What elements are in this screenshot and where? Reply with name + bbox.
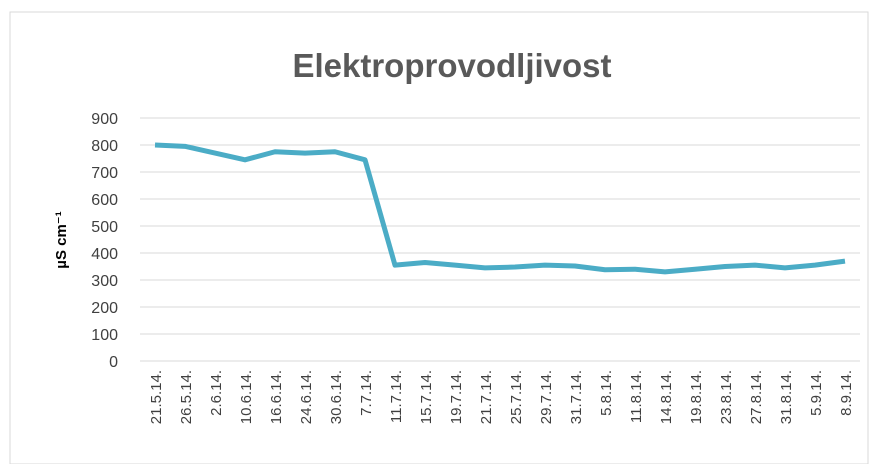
x-tick-label: 11.8.14.: [628, 370, 645, 423]
data-line: [154, 142, 846, 275]
x-tick-label: 5.9.14.: [808, 370, 825, 416]
x-tick-label: 8.9.14.: [838, 370, 855, 416]
x-tick-label: 7.7.14.: [358, 370, 375, 416]
y-tick-label: 200: [91, 300, 118, 317]
x-tick-label: 29.7.14.: [538, 370, 555, 424]
x-tick-label: 31.8.14.: [778, 370, 795, 424]
y-tick-label: 900: [91, 111, 118, 128]
x-tick-label: 21.5.14.: [148, 370, 165, 424]
y-tick-label: 100: [91, 327, 118, 344]
x-tick-label: 26.5.14.: [178, 370, 195, 424]
x-tick-label: 25.7.14.: [508, 370, 525, 424]
x-tick-label: 27.8.14.: [748, 370, 765, 424]
chart-border: [9, 11, 869, 464]
x-tick-label: 24.6.14.: [298, 370, 315, 424]
x-tick-label: 14.8.14.: [658, 370, 675, 424]
x-tick-label: 15.7.14.: [418, 370, 435, 424]
y-tick-label: 300: [91, 273, 118, 290]
y-tick-label: 700: [91, 165, 118, 182]
x-tick-label: 19.7.14.: [448, 370, 465, 424]
chart-title: Elektroprovodljivost: [292, 47, 611, 84]
x-tick-label: 23.8.14.: [718, 370, 735, 424]
y-tick-label: 0: [109, 354, 118, 371]
y-tick-label: 400: [91, 246, 118, 263]
y-tick-label: 600: [91, 192, 118, 209]
x-tick-label: 19.8.14.: [688, 370, 705, 424]
y-axis-label: µS cm⁻¹: [53, 211, 70, 268]
x-tick-label: 10.6.14.: [238, 370, 255, 424]
y-tick-label: 800: [91, 138, 118, 155]
x-tick-label: 2.6.14.: [208, 370, 225, 416]
x-tick-label: 5.8.14.: [598, 370, 615, 416]
x-tick-label: 30.6.14.: [328, 370, 345, 424]
x-tick-label: 31.7.14.: [568, 370, 585, 424]
x-tick-label: 21.7.14.: [478, 370, 495, 424]
x-tick-label: 11.7.14.: [388, 370, 405, 423]
y-tick-label: 500: [91, 219, 118, 236]
x-tick-label: 16.6.14.: [268, 370, 285, 424]
